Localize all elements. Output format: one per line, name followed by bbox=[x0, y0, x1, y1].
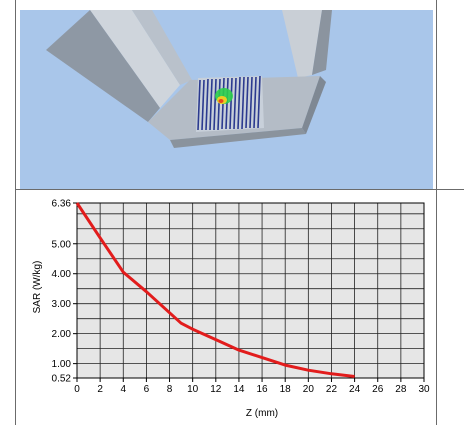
grid-horizontal-lines bbox=[77, 213, 424, 365]
y-tick-label: 2.00 bbox=[52, 329, 72, 340]
x-tick-label: 30 bbox=[418, 384, 430, 395]
scan-area-stripes bbox=[196, 75, 264, 132]
probe-scan-3d-icon bbox=[46, 10, 332, 148]
sar-series-line bbox=[75, 202, 355, 378]
frame-right-border bbox=[436, 0, 437, 425]
x-tick-label: 12 bbox=[210, 384, 222, 395]
frame-middle-divider bbox=[15, 189, 464, 190]
x-axis-ticks: 0 2 4 6 8 10 12 14 16 18 20 22 24 26 28 30 bbox=[74, 378, 430, 395]
sar-z-chart-panel: 0 2 4 6 8 10 12 14 16 18 20 22 24 26 28 30 0.52 1.00 2.00… bbox=[20, 191, 435, 419]
y-tick-label: 0.52 bbox=[52, 374, 72, 385]
x-tick-label: 20 bbox=[303, 384, 315, 395]
y-tick-label: 6.36 bbox=[52, 199, 72, 210]
x-tick-label: 4 bbox=[120, 384, 126, 395]
series-layer bbox=[75, 202, 355, 378]
x-tick-label: 28 bbox=[395, 384, 407, 395]
y-tick-label: 1.00 bbox=[52, 359, 72, 370]
x-tick-label: 6 bbox=[144, 384, 150, 395]
sar-z-chart: 0 2 4 6 8 10 12 14 16 18 20 22 24 26 28 30 0.521.002.00… bbox=[32, 199, 430, 420]
x-tick-label: 16 bbox=[257, 384, 269, 395]
x-tick-label: 22 bbox=[326, 384, 338, 395]
plot-background bbox=[77, 203, 424, 378]
x-axis-label: Z (mm) bbox=[246, 408, 278, 419]
plot-border bbox=[76, 202, 425, 379]
x-tick-label: 2 bbox=[97, 384, 103, 395]
y-axis-label: SAR (W/kg) bbox=[32, 261, 43, 314]
x-tick-label: 18 bbox=[280, 384, 292, 395]
3d-scan-viewport bbox=[20, 10, 433, 189]
y-tick-label: 3.00 bbox=[52, 299, 72, 310]
x-tick-label: 8 bbox=[167, 384, 173, 395]
x-tick-label: 26 bbox=[372, 384, 384, 395]
x-tick-label: 10 bbox=[187, 384, 199, 395]
x-tick-label: 0 bbox=[74, 384, 80, 395]
x-tick-label: 14 bbox=[233, 384, 245, 395]
y-tick-label: 5.00 bbox=[52, 239, 72, 250]
y-tick-label: 4.00 bbox=[52, 269, 72, 280]
y-axis-ticks: 0.52 1.00 2.00 3.00 4.00 5.00 6.36 bbox=[52, 199, 77, 385]
frame-left-border bbox=[15, 0, 16, 425]
x-tick-label: 24 bbox=[349, 384, 361, 395]
